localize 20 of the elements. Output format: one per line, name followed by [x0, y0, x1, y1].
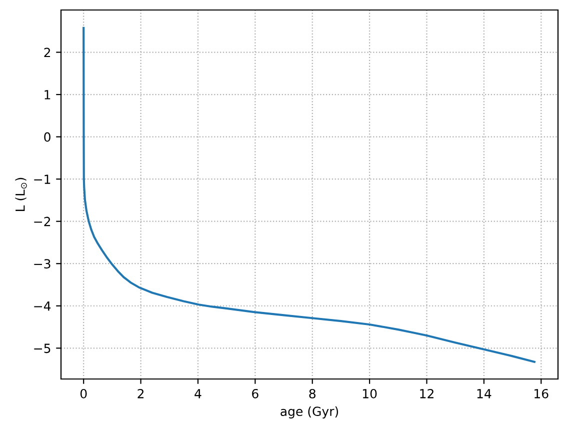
y-tick-label: −2	[34, 216, 50, 226]
x-tick-label: 6	[252, 388, 258, 398]
x-tick-label: 16	[534, 388, 548, 398]
x-tick-label: 8	[309, 388, 316, 398]
x-axis-title: age (Gyr)	[280, 406, 338, 418]
x-tick-label: 2	[138, 388, 144, 398]
y-tick-label: −3	[34, 259, 50, 269]
y-tick-label: 2	[44, 48, 50, 58]
x-tick-label: 10	[362, 388, 377, 398]
x-tick-label: 4	[194, 389, 202, 398]
line-series	[82, 26, 536, 364]
x-tick-label: 0	[80, 388, 87, 398]
y-tick-label: −1	[34, 174, 50, 184]
y-tick-label: 0	[44, 132, 50, 142]
x-tick-label: 14	[477, 389, 492, 398]
y-axis-title: L (L$_{⊙}$)	[15, 178, 27, 212]
y-tick-label: −5	[34, 344, 50, 354]
x-tick-label: 12	[420, 388, 434, 398]
y-tick-label: 1	[44, 90, 50, 100]
y-tick-label: −4	[34, 302, 51, 311]
